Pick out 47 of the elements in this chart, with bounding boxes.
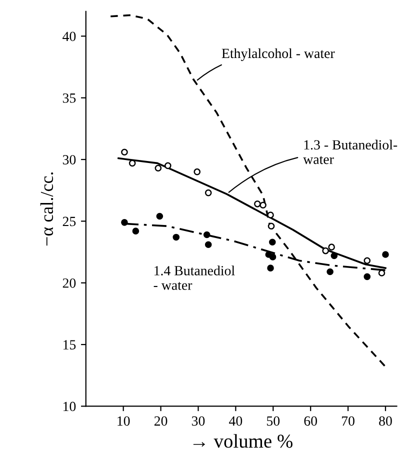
point: [328, 244, 335, 250]
point: [164, 162, 172, 170]
y-tick-label: 15: [64, 340, 76, 350]
point: [121, 148, 128, 156]
point: [268, 238, 276, 246]
point: [128, 160, 136, 167]
y-tick-label: 25: [62, 216, 76, 226]
x-tick-label: 50: [267, 416, 280, 426]
point: [364, 273, 371, 280]
y-tick-label: 10: [64, 402, 76, 412]
x-tick-label: 80: [379, 416, 392, 426]
point: [267, 212, 274, 218]
point: [267, 264, 274, 272]
point: [364, 257, 371, 264]
x-tick-label: 60: [304, 416, 318, 426]
x-axis-title: → volume %: [193, 434, 292, 448]
y-tick-label: 35: [62, 93, 76, 103]
y-tick-label: 30: [62, 155, 76, 164]
point: [194, 168, 201, 176]
x-tick-label: 20: [154, 416, 168, 426]
point: [326, 268, 334, 276]
point: [132, 228, 140, 234]
y-tick-label: 20: [62, 278, 76, 288]
point: [204, 189, 212, 196]
point: [254, 200, 261, 208]
point: [121, 219, 128, 226]
point: [156, 212, 164, 220]
point: [203, 231, 210, 238]
point: [154, 164, 162, 172]
annotation: Ethylalcohol - water: [222, 48, 335, 61]
y-tick-label: 40: [62, 32, 76, 42]
point: [378, 270, 386, 276]
point: [322, 247, 329, 254]
x-tick-label: 10: [118, 416, 130, 426]
point: [330, 252, 338, 260]
annotation: 1.4 Butanediol - water: [154, 266, 235, 290]
point: [204, 241, 212, 248]
point: [268, 222, 275, 230]
x-tick-label: 30: [192, 416, 205, 426]
annotation: 1.3 - Butanediol- water: [303, 140, 398, 164]
y-axis-title: −α cal./cc.: [40, 172, 54, 246]
x-tick-label: 70: [342, 416, 354, 426]
point: [269, 254, 276, 260]
point: [382, 251, 389, 258]
point: [172, 234, 180, 241]
x-tick-label: 40: [229, 416, 242, 426]
point: [260, 202, 266, 209]
